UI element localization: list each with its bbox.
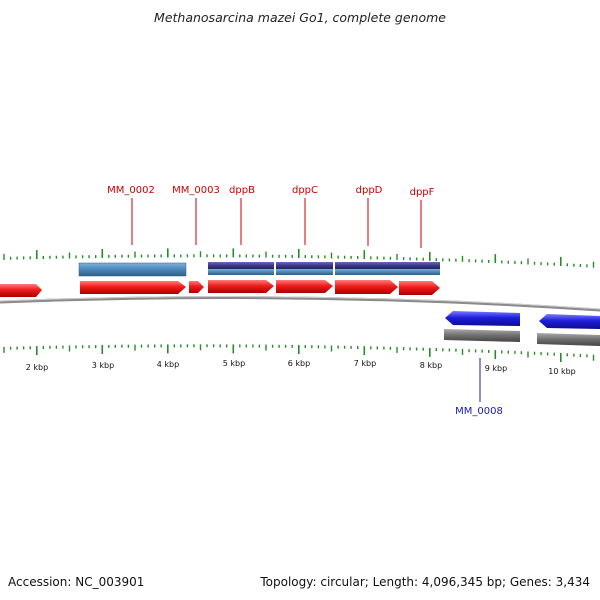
feature-bar[interactable]	[335, 262, 440, 269]
feature-bar[interactable]	[276, 262, 333, 269]
gene-arrow-forward[interactable]	[335, 280, 398, 294]
gene-arrow-forward[interactable]	[208, 280, 274, 293]
genome-backbone	[0, 296, 600, 312]
reverse-gene-track	[444, 311, 600, 346]
gene-label-mm-0003[interactable]: MM_0003	[172, 185, 220, 196]
gene-feature-gray[interactable]	[537, 333, 600, 346]
genome-summary-text: Topology: circular; Length: 4,096,345 bp…	[260, 575, 590, 589]
gene-arrow-forward[interactable]	[276, 280, 333, 293]
forward-gene-labels: MM_0002 MM_0003 dppB dppC dppD dppF	[107, 185, 435, 248]
genome-backbone-highlight	[0, 296, 600, 310]
gene-label-dppc[interactable]: dppC	[292, 185, 318, 196]
gene-arrow-reverse[interactable]	[539, 314, 600, 329]
scale-label: 4 kbp	[157, 360, 179, 369]
gene-arrow-reverse[interactable]	[445, 311, 520, 326]
scale-label: 8 kbp	[420, 361, 442, 370]
feature-bar[interactable]	[335, 269, 440, 275]
feature-bar[interactable]	[78, 262, 187, 277]
gene-arrow-forward[interactable]	[399, 281, 440, 295]
scale-label: 7 kbp	[354, 359, 376, 368]
forward-gene-track	[0, 280, 440, 297]
gene-label-dppf[interactable]: dppF	[410, 187, 435, 198]
gene-arrow-forward[interactable]	[80, 281, 186, 294]
reverse-gene-labels: MM_0008	[455, 358, 503, 417]
gene-feature-gray[interactable]	[444, 329, 520, 342]
scale-label: 10 kbp	[548, 367, 576, 376]
gene-label-mm-0002[interactable]: MM_0002	[107, 185, 155, 196]
gene-label-mm-0008[interactable]: MM_0008	[455, 406, 503, 417]
gene-arrow-forward[interactable]	[0, 284, 42, 297]
tick-row-bottom	[3, 344, 595, 362]
gene-arrow-forward[interactable]	[189, 281, 204, 293]
feature-bar[interactable]	[276, 269, 333, 275]
gene-label-dppb[interactable]: dppB	[229, 185, 255, 196]
scale-label: 2 kbp	[26, 363, 48, 372]
feature-bar[interactable]	[208, 262, 274, 269]
scale-label: 6 kbp	[288, 359, 310, 368]
scale-label: 3 kbp	[92, 361, 114, 370]
scale-label: 5 kbp	[223, 359, 245, 368]
map-title: Methanosarcina mazei Go1, complete genom…	[154, 10, 446, 25]
tick-row-top	[3, 248, 595, 268]
feature-bar[interactable]	[208, 269, 274, 275]
accession-text: Accession: NC_003901	[8, 575, 145, 589]
scale-label: 9 kbp	[485, 364, 507, 373]
gene-label-dppd[interactable]: dppD	[356, 185, 383, 196]
scale-labels: 2 kbp 3 kbp 4 kbp 5 kbp 6 kbp 7 kbp 8 kb…	[26, 359, 576, 376]
feature-track	[78, 262, 440, 277]
